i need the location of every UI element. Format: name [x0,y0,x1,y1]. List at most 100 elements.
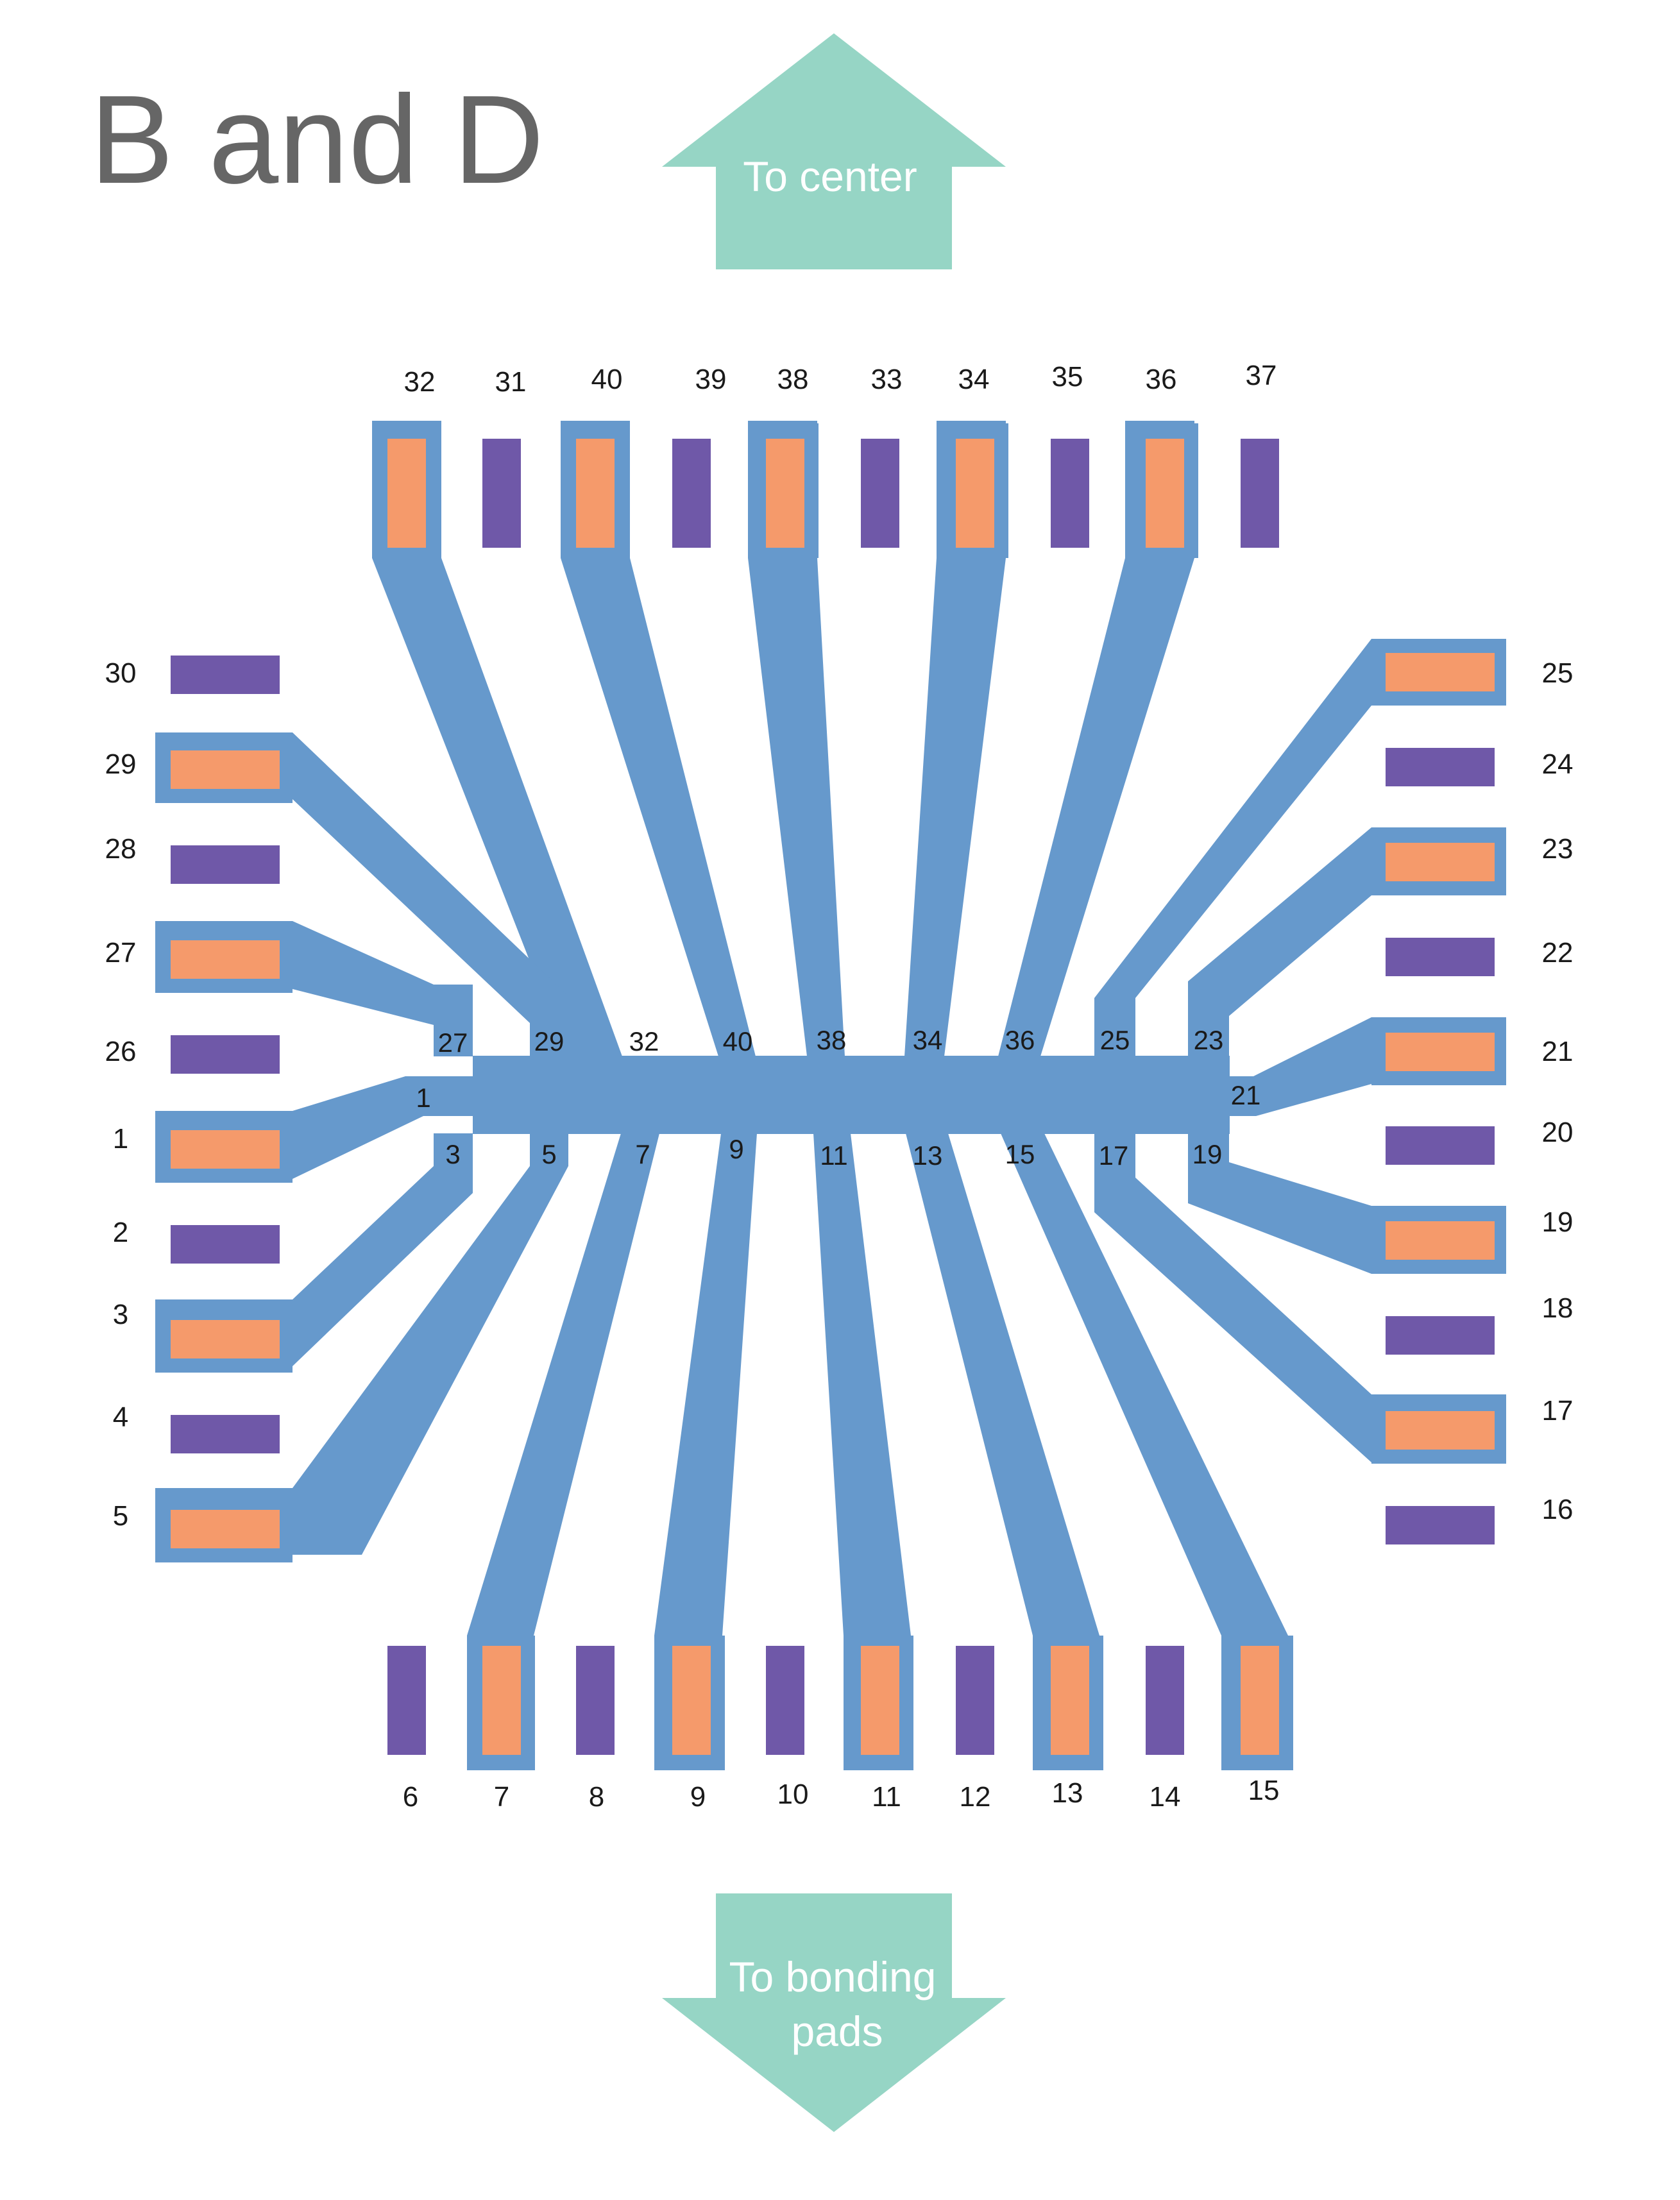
pad-label: 17 [1542,1395,1574,1426]
trace-label-right-end: 21 [1231,1080,1261,1110]
pad-label: 19 [1542,1206,1574,1238]
trace-label: 7 [635,1139,650,1169]
pad-left-30 [171,656,280,694]
pad-top-31 [482,439,521,548]
pad-label: 11 [872,1781,901,1813]
pad-label: 9 [690,1781,706,1813]
trace-label: 38 [817,1025,847,1055]
trace-top-38 [748,421,845,1056]
pad-label: 14 [1150,1781,1181,1813]
pad-label: 12 [960,1781,991,1813]
trace-bottom-7 [467,1133,659,1770]
trace-label: 40 [723,1026,753,1056]
trace-label: 9 [729,1134,743,1164]
pad-label: 30 [105,657,137,689]
trace-label: 23 [1194,1025,1224,1055]
trace-label-left-end: 1 [416,1083,430,1113]
trace-label: 5 [541,1139,556,1169]
pad-label: 15 [1248,1775,1280,1806]
pad-label: 25 [1542,657,1574,689]
pad-top-36 [1146,439,1184,548]
left-pads [155,656,293,1562]
down-arrow-icon [662,1893,1006,2132]
pad-top-38 [766,439,804,548]
trace-top-34 [904,421,1006,1056]
trace-label: 32 [629,1026,659,1056]
pad-left-28 [171,845,280,884]
pad-label: 20 [1542,1117,1574,1148]
pad-bottom-15 [1241,1646,1279,1755]
pad-label: 21 [1542,1036,1574,1067]
central-bus [473,1056,1230,1134]
trace-label: 27 [438,1028,468,1058]
pad-bottom-11 [861,1646,899,1755]
pad-label: 33 [871,364,903,395]
pad-label: 16 [1542,1494,1574,1525]
pad-label: 32 [404,366,436,398]
trace-label: 15 [1005,1139,1035,1169]
pad-label: 3 [113,1299,128,1330]
pad-bottom-10 [766,1646,804,1755]
pad-label: 26 [105,1036,137,1067]
pad-label: 18 [1542,1292,1574,1324]
trace-label: 3 [445,1139,460,1169]
trace-top-36 [998,421,1194,1056]
pad-label: 4 [113,1401,128,1433]
pad-top-33 [861,439,899,548]
pad-label: 40 [591,364,623,395]
pad-label: 24 [1542,749,1574,780]
trace-label: 25 [1100,1025,1130,1055]
pad-left-2 [171,1225,280,1264]
pad-right-22 [1386,938,1495,976]
pad-top-37 [1241,439,1279,548]
pad-left-29 [171,750,280,789]
pad-label: 2 [113,1217,128,1248]
to-center-label: To center [743,153,917,200]
pad-label: 7 [494,1781,509,1813]
right-pads [1371,639,1506,1544]
pad-left-27 [171,940,280,979]
to-bonding-label-line2: pads [791,2008,883,2055]
up-arrow-icon [662,33,1006,269]
pad-label: 35 [1052,361,1083,393]
pad-label: 10 [777,1779,809,1810]
pad-left-26 [171,1035,280,1074]
pad-label: 37 [1246,360,1277,391]
pad-label: 13 [1052,1777,1083,1809]
pad-right-20 [1386,1126,1495,1165]
pad-label: 5 [113,1500,128,1532]
trace-labels-upper: 27 29 32 40 38 34 36 25 23 [438,1025,1224,1058]
top-pads [373,423,1279,558]
trace-label: 17 [1099,1140,1129,1171]
pad-label: 31 [495,366,527,398]
pad-right-21 [1386,1033,1495,1071]
left-pad-labels: 30 29 28 27 26 1 2 3 4 5 [105,657,137,1532]
trace-label: 36 [1005,1025,1035,1055]
page-title: B and D [90,69,544,210]
pad-top-39 [672,439,711,548]
bottom-pad-labels: 6 7 8 9 10 11 12 13 14 15 [403,1775,1280,1813]
pad-label: 23 [1542,833,1574,865]
pad-right-18 [1386,1316,1495,1355]
pad-right-16 [1386,1506,1495,1544]
pad-label: 34 [958,364,990,395]
trace-top-32 [372,421,622,1056]
traces [155,421,1506,1770]
pad-left-3 [171,1320,280,1358]
pad-top-34 [956,439,994,548]
trace-bottom-9 [654,1133,757,1770]
pad-right-24 [1386,748,1495,786]
to-center-arrow: To center [662,33,1006,269]
pad-left-1 [171,1130,280,1169]
pad-top-40 [576,439,615,548]
pad-bottom-14 [1146,1646,1184,1755]
pad-bottom-7 [482,1646,521,1755]
pad-top-35 [1051,439,1089,548]
to-bonding-pads-arrow: To bonding pads [662,1893,1006,2132]
trace-bottom-13 [906,1133,1099,1770]
pad-bottom-12 [956,1646,994,1755]
pad-label: 22 [1542,937,1574,969]
pad-left-5 [171,1510,280,1548]
pad-bottom-8 [576,1646,615,1755]
